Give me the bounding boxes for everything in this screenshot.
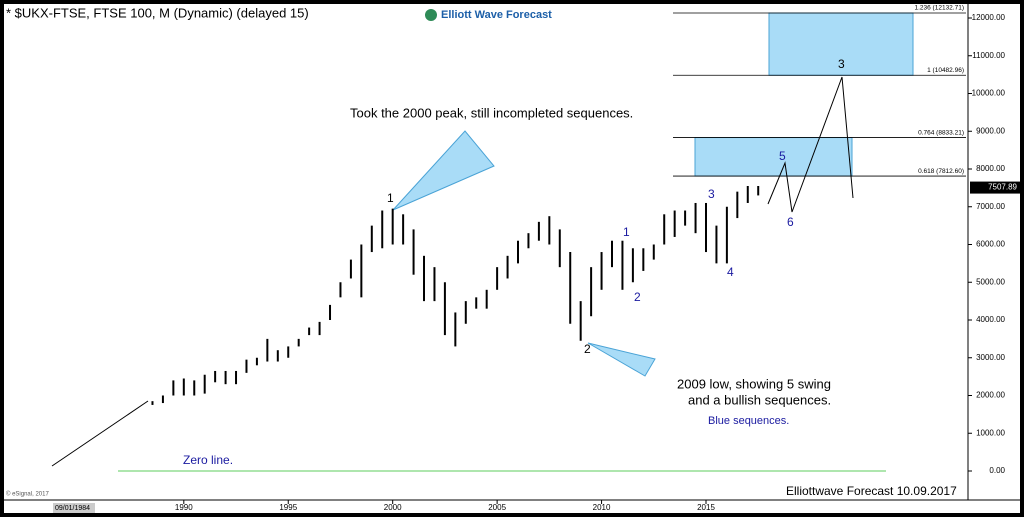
- y-tick-label: 12000.00: [972, 13, 1006, 22]
- y-tick-label: 0.00: [989, 466, 1005, 475]
- x-tick-label: 1990: [175, 503, 193, 512]
- logo: [425, 9, 437, 21]
- date-box: [53, 503, 95, 513]
- fib-label: 1.236 (12132.71): [914, 5, 964, 12]
- chart-title: * $UKX-FTSE, FTSE 100, M (Dynamic) (dela…: [6, 5, 309, 20]
- y-tick-label: 11000.00: [972, 51, 1005, 60]
- x-tick-label: 2000: [384, 503, 402, 512]
- y-tick-label: 9000.00: [976, 126, 1005, 135]
- fib-label: 1 (10482.96): [927, 67, 964, 74]
- price-label: 7507.89: [988, 183, 1017, 192]
- wave-label: 3: [708, 187, 715, 201]
- history-line: [51, 400, 149, 467]
- y-tick-label: 6000.00: [976, 240, 1005, 249]
- wave-label: 5: [779, 149, 786, 163]
- projection-path: [767, 76, 854, 213]
- annotation: Blue sequences.: [708, 415, 789, 427]
- annotation: 2009 low, showing 5 swing: [677, 376, 831, 391]
- target-box: [694, 137, 853, 177]
- annotation: and a bullish sequences.: [688, 392, 831, 407]
- start-date: 09/01/1984: [55, 505, 90, 512]
- x-tick-label: 2010: [593, 503, 611, 512]
- wave-label: 2: [584, 342, 591, 356]
- price-tag: [970, 181, 1020, 194]
- y-tick-label: 10000.00: [972, 89, 1006, 98]
- wave-label: 3: [838, 57, 845, 71]
- wave-label: 1: [623, 225, 630, 239]
- y-tick-label: 5000.00: [976, 277, 1005, 286]
- brand: Elliott Wave Forecast: [441, 9, 552, 21]
- triangle: [587, 342, 656, 377]
- y-tick-label: 8000.00: [976, 164, 1005, 173]
- triangle: [392, 130, 495, 211]
- x-tick-label: 2005: [488, 503, 506, 512]
- wave-label: 4: [727, 265, 734, 279]
- zero-label: Zero line.: [183, 453, 233, 467]
- wave-label: 6: [787, 215, 794, 229]
- y-tick-label: 2000.00: [976, 391, 1005, 400]
- fib-label: 0.618 (7812.60): [918, 168, 964, 175]
- footer: Elliottwave Forecast 10.09.2017: [786, 484, 957, 498]
- copyright: © eSignal, 2017: [6, 491, 49, 498]
- y-tick-label: 1000.00: [976, 428, 1005, 437]
- wave-label: 2: [634, 290, 641, 304]
- x-tick-label: 1995: [279, 503, 297, 512]
- target-box: [768, 12, 914, 76]
- background: [4, 4, 1020, 513]
- y-tick-label: 7000.00: [976, 202, 1005, 211]
- fib-label: 0.764 (8833.21): [918, 129, 964, 136]
- annotation: Took the 2000 peak, still incompleted se…: [350, 105, 633, 120]
- y-tick-label: 4000.00: [976, 315, 1005, 324]
- x-tick-label: 2015: [697, 503, 715, 512]
- wave-label: 1: [387, 191, 394, 205]
- y-tick-label: 3000.00: [976, 353, 1005, 362]
